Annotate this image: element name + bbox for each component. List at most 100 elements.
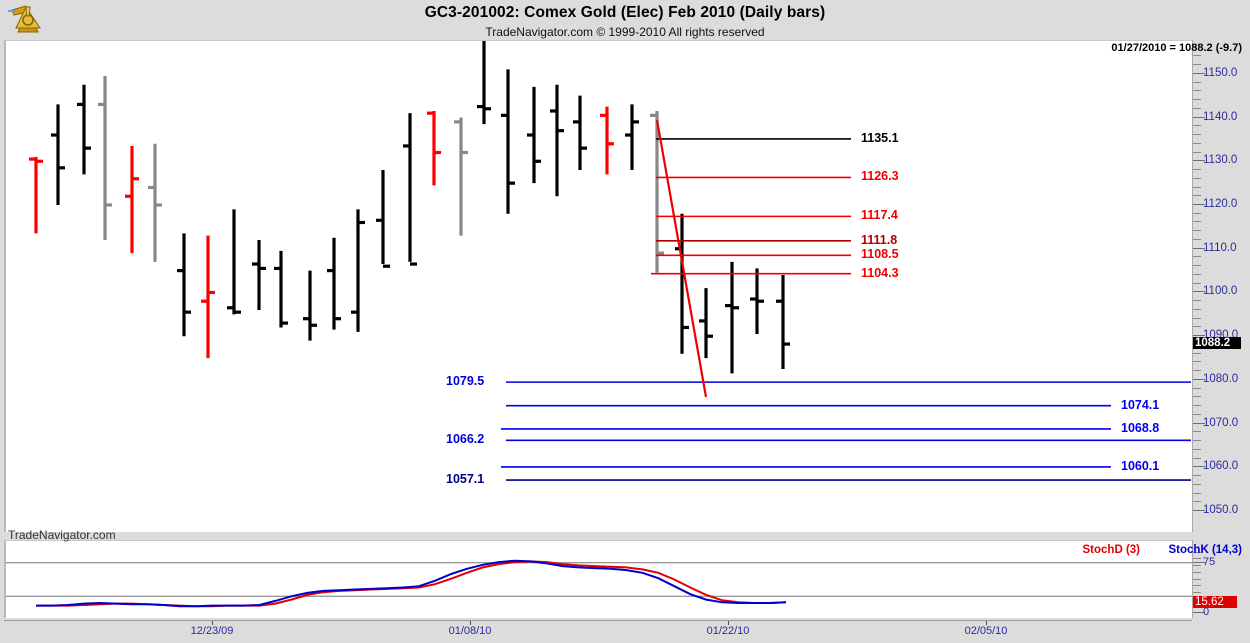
stochastic-plot-svg [6,559,1192,608]
price-axis-tick [1193,326,1201,328]
downtrend-line[interactable] [655,119,708,398]
stochastic-value-badge: 15.62 [1193,595,1237,608]
price-axis-tick [1193,273,1201,275]
price-axis-label: 1130.0 [1203,154,1238,167]
price-axis-tick [1193,151,1201,153]
price-axis-tick [1193,317,1201,319]
price-axis-tick [1193,291,1205,293]
price-axis-tick [1193,186,1201,188]
price-axis-tick [1193,238,1201,240]
last-price-badge: 1088.2 [1193,337,1241,350]
watermark-label: TradeNavigator.com [8,528,116,542]
date-axis-label: 01/22/10 [706,625,750,637]
price-axis-label: 1140.0 [1203,110,1238,123]
price-axis-tick [1193,55,1201,57]
price-axis-tick [1193,212,1201,214]
ohlc-bar [625,104,639,171]
price-axis-tick [1193,195,1201,197]
resistance-level-label: 1104.3 [861,265,899,280]
resistance-level-label: 1126.3 [861,169,899,184]
date-axis-tick [986,621,987,625]
price-axis-tick [1193,177,1201,179]
price-axis-tick [1193,378,1205,380]
price-axis-tick [1193,99,1201,101]
stochastic-axis[interactable]: 75 0 15.62 [1192,540,1250,618]
price-axis-tick [1193,72,1205,74]
price-axis-tick [1193,125,1201,127]
price-axis-label: 1080.0 [1203,372,1239,385]
support-level-label: 1079.5 [446,374,485,389]
ohlc-bar [125,145,139,254]
stochastic-axis-tick [1193,571,1201,573]
price-axis-tick [1193,221,1201,223]
stoch-k-line [36,559,787,608]
price-axis-tick [1193,422,1205,424]
price-axis[interactable]: 1150.0 1140.0 1130.0 1120.0 1110.0 1100.0 1090… [1192,40,1250,532]
stochastic-axis-tick [1193,578,1201,580]
price-axis-label: 1060.0 [1203,460,1239,473]
ohlc-bar [201,235,215,359]
price-axis-tick [1193,247,1205,249]
price-chart-pane[interactable] [4,40,1192,532]
stochastic-pane[interactable] [4,540,1192,618]
stochastic-axis-tick [1193,551,1201,553]
ohlc-bar [699,288,713,359]
ohlc-bar [750,268,764,335]
stochastic-axis-tick [1193,612,1205,613]
page-title: GC3-201002: Comex Gold (Elec) Feb 2010 (… [424,4,826,21]
ohlc-bar [98,75,112,240]
ohlc-bar [77,84,91,175]
ohlc-bar [477,41,491,125]
price-axis-tick [1193,169,1201,170]
support-level-label: 1057.1 [446,472,485,487]
ohlc-bar [725,261,739,374]
date-axis[interactable]: 12/23/09 01/08/10 01/22/10 02/05/10 [4,620,1192,643]
ohlc-bar [227,209,241,315]
ohlc-bar [403,113,417,266]
price-axis-tick [1193,90,1201,92]
price-axis-tick [1193,335,1205,337]
price-plot-svg [29,41,1191,481]
price-axis-tick [1193,448,1201,450]
ohlc-bar [527,86,541,184]
support-level-label: 1066.2 [446,432,485,447]
price-axis-tick [1193,396,1201,398]
price-axis-tick [1193,370,1201,372]
stochastic-axis-tick [1193,591,1201,593]
price-axis-tick [1193,483,1201,485]
ohlc-bar [776,274,790,369]
price-axis-tick [1193,387,1201,389]
date-axis-label: 12/23/09 [190,625,234,637]
price-axis-tick [1193,265,1201,267]
support-level-label: 1060.1 [1121,458,1160,473]
ohlc-bar [51,104,65,205]
date-axis-label: 01/08/10 [448,625,492,637]
price-axis-label: 1050.0 [1203,504,1239,517]
date-axis-label: 02/05/10 [964,625,1008,637]
price-axis-tick [1193,300,1201,302]
price-axis-tick [1193,282,1201,284]
resistance-level-label: 1108.5 [861,247,899,262]
sextant-logo [6,2,50,36]
stochastic-axis-tick [1193,558,1201,560]
price-axis-tick [1193,204,1205,205]
price-axis-tick [1193,352,1201,354]
ohlc-bar [274,250,288,328]
stochastic-axis-tick [1193,585,1201,587]
resistance-level-label: 1111.8 [861,232,898,247]
last-quote-readout: 01/27/2010 = 1088.2 (-9.7) [1111,42,1242,54]
price-axis-tick [1193,431,1201,433]
ohlc-bar [454,117,468,236]
price-axis-tick [1193,256,1201,258]
price-axis-tick [1193,361,1201,363]
price-axis-label: 1070.0 [1203,416,1239,429]
copyright-subtitle: TradeNavigator.com © 1999-2010 All right… [485,25,765,39]
price-axis-tick [1193,466,1205,468]
stochastic-axis-label: 75 [1203,555,1216,568]
chart-header: GC3-201002: Comex Gold (Elec) Feb 2010 (… [0,0,1250,40]
resistance-level-label: 1135.1 [861,130,899,145]
stochastic-axis-tick [1193,565,1201,567]
resistance-level-label: 1117.4 [861,208,898,223]
price-axis-tick [1193,64,1201,66]
